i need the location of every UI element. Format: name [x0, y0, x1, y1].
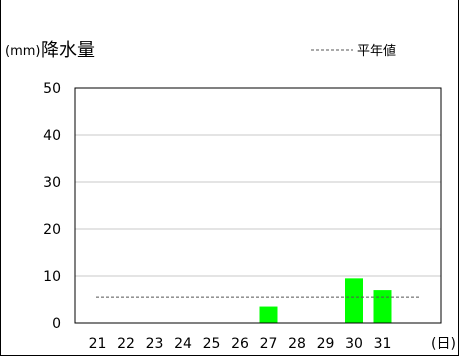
- bar-day-31: [373, 290, 392, 323]
- x-tick-label: 28: [288, 336, 306, 352]
- grid-lines: [75, 134, 441, 277]
- y-unit-label: (mm): [5, 44, 40, 59]
- y-tick-label: 50: [43, 81, 61, 97]
- x-tick-label: 30: [345, 336, 363, 352]
- x-unit-label: (日): [431, 336, 456, 352]
- legend-average-label: 平年値: [357, 43, 396, 59]
- x-tick-label: 29: [317, 336, 335, 352]
- y-tick-label: 10: [43, 269, 61, 285]
- x-tick-label: 31: [374, 336, 392, 352]
- bars: [259, 278, 392, 323]
- y-tick-label: 30: [43, 175, 61, 191]
- y-tick-label: 0: [52, 316, 61, 332]
- x-tick-labels: 21 22 23 24 25 26 27 28 29 30 31: [89, 336, 392, 352]
- y-tick-label: 20: [43, 222, 61, 238]
- chart-title: 降水量: [41, 40, 95, 61]
- bar-day-27: [259, 306, 278, 323]
- x-tick-label: 27: [260, 336, 278, 352]
- x-tick-label: 25: [203, 336, 221, 352]
- plot-area: [74, 87, 442, 324]
- x-tick-label: 24: [174, 336, 192, 352]
- y-tick-label: 40: [43, 128, 61, 144]
- bar-day-30: [345, 278, 363, 323]
- y-tick-labels: 0 10 20 30 40 50: [43, 81, 61, 332]
- x-tick-label: 21: [89, 336, 107, 352]
- x-tick-label: 23: [146, 336, 164, 352]
- x-tick-label: 22: [117, 336, 135, 352]
- legend: 平年値: [311, 43, 396, 59]
- x-tick-label: 26: [231, 336, 249, 352]
